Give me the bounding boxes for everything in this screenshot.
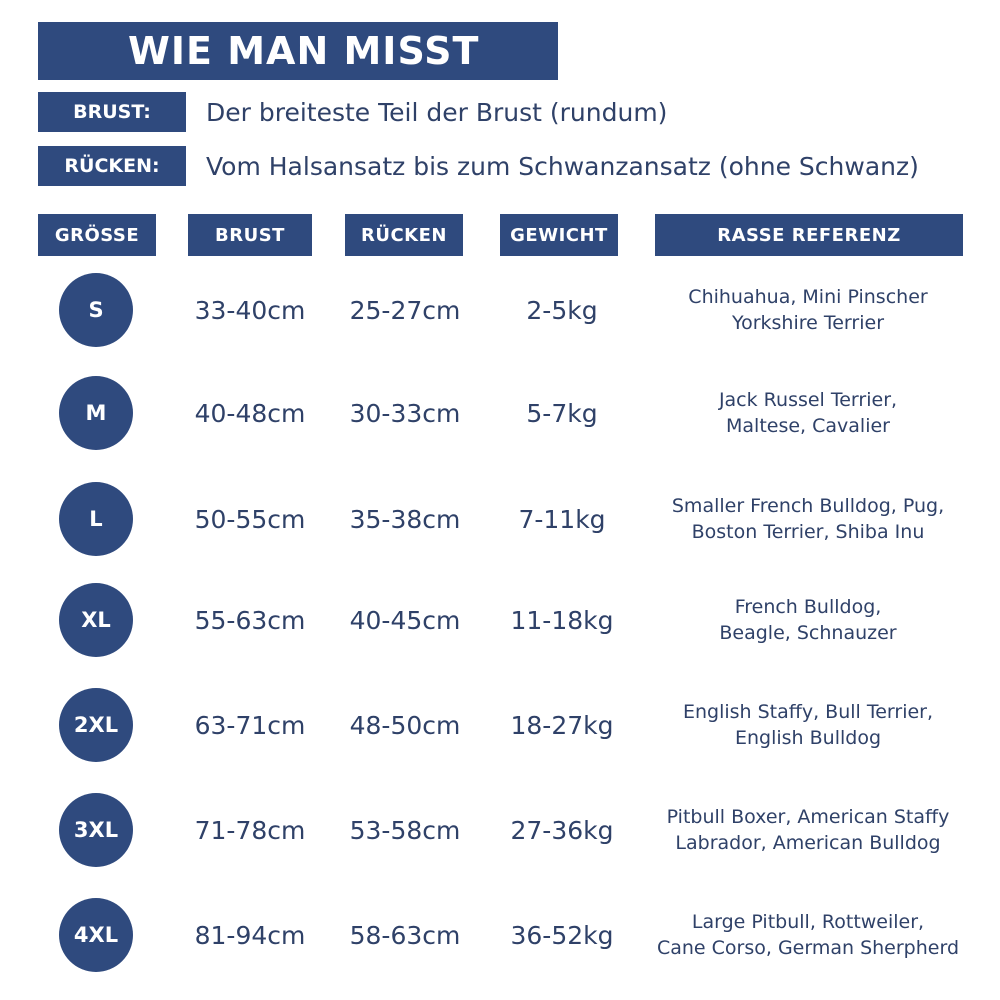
chest-value: 71-78cm — [194, 815, 306, 845]
breed-line-2: Yorkshire Terrier — [732, 312, 884, 334]
weight-value: 5-7kg — [526, 398, 598, 428]
chest-value: 81-94cm — [194, 920, 306, 950]
size-badge: 2XL — [59, 688, 133, 762]
breed-line-1: Smaller French Bulldog, Pug, — [671, 495, 945, 517]
size-badge: M — [59, 376, 133, 450]
chest-value: 55-63cm — [194, 605, 306, 635]
table-row: M 40-48cm 30-33cm 5-7kg Jack Russel Terr… — [0, 376, 1000, 466]
weight-value: 7-11kg — [518, 504, 606, 534]
weight-value: 36-52kg — [510, 920, 614, 950]
back-value: 58-63cm — [349, 920, 461, 950]
breed-line-1: French Bulldog, — [734, 596, 882, 618]
breed-reference: English Staffy, Bull Terrier, English Bu… — [650, 688, 966, 762]
breed-reference: Smaller French Bulldog, Pug, Boston Terr… — [650, 482, 966, 556]
weight-value: 18-27kg — [510, 710, 614, 740]
size-badge: XL — [59, 583, 133, 657]
weight-value: 11-18kg — [510, 605, 614, 635]
table-row: 4XL 81-94cm 58-63cm 36-52kg Large Pitbul… — [0, 898, 1000, 988]
size-badge: S — [59, 273, 133, 347]
table-row: L 50-55cm 35-38cm 7-11kg Smaller French … — [0, 482, 1000, 572]
definition-label-back: RÜCKEN: — [38, 146, 186, 186]
back-value: 30-33cm — [349, 398, 461, 428]
chest-value: 40-48cm — [194, 398, 306, 428]
definition-label-chest: BRUST: — [38, 92, 186, 132]
breed-reference: Pitbull Boxer, American Staffy Labrador,… — [650, 793, 966, 867]
breed-line-1: Pitbull Boxer, American Staffy — [666, 806, 950, 828]
breed-line-2: Maltese, Cavalier — [726, 415, 890, 437]
column-header-weight: GEWICHT — [500, 214, 618, 256]
chest-value: 50-55cm — [194, 504, 306, 534]
breed-line-1: Large Pitbull, Rottweiler, — [691, 911, 925, 933]
breed-line-2: Beagle, Schnauzer — [719, 622, 897, 644]
breed-reference: French Bulldog, Beagle, Schnauzer — [650, 583, 966, 657]
back-value: 48-50cm — [349, 710, 461, 740]
size-badge: 4XL — [59, 898, 133, 972]
size-badge: 3XL — [59, 793, 133, 867]
breed-line-2: Cane Corso, German Sherpherd — [656, 937, 960, 959]
breed-line-1: Chihuahua, Mini Pinscher — [688, 286, 928, 308]
table-row: S 33-40cm 25-27cm 2-5kg Chihuahua, Mini … — [0, 273, 1000, 363]
weight-value: 27-36kg — [510, 815, 614, 845]
table-row: XL 55-63cm 40-45cm 11-18kg French Bulldo… — [0, 583, 1000, 673]
back-value: 35-38cm — [349, 504, 461, 534]
chest-value: 63-71cm — [194, 710, 306, 740]
breed-line-2: Labrador, American Bulldog — [675, 832, 941, 854]
back-value: 25-27cm — [349, 295, 461, 325]
definition-text-back: Vom Halsansatz bis zum Schwanzansatz (oh… — [206, 151, 919, 181]
breed-reference: Chihuahua, Mini Pinscher Yorkshire Terri… — [650, 273, 966, 347]
breed-line-2: Boston Terrier, Shiba Inu — [691, 521, 925, 543]
back-value: 53-58cm — [349, 815, 461, 845]
table-row: 3XL 71-78cm 53-58cm 27-36kg Pitbull Boxe… — [0, 793, 1000, 883]
definition-text-chest: Der breiteste Teil der Brust (rundum) — [206, 97, 668, 127]
breed-reference: Large Pitbull, Rottweiler, Cane Corso, G… — [650, 898, 966, 972]
breed-reference: Jack Russel Terrier, Maltese, Cavalier — [650, 376, 966, 450]
breed-line-1: Jack Russel Terrier, — [718, 389, 898, 411]
breed-line-1: English Staffy, Bull Terrier, — [682, 701, 934, 723]
page-title: WIE MAN MISST — [38, 22, 558, 80]
column-header-chest: BRUST — [188, 214, 312, 256]
column-header-back: RÜCKEN — [345, 214, 463, 256]
size-badge: L — [59, 482, 133, 556]
chest-value: 33-40cm — [194, 295, 306, 325]
weight-value: 2-5kg — [526, 295, 598, 325]
back-value: 40-45cm — [349, 605, 461, 635]
column-header-size: GRÖSSE — [38, 214, 156, 256]
table-row: 2XL 63-71cm 48-50cm 18-27kg English Staf… — [0, 688, 1000, 778]
breed-line-2: English Bulldog — [734, 727, 882, 749]
column-header-breed: RASSE REFERENZ — [655, 214, 963, 256]
